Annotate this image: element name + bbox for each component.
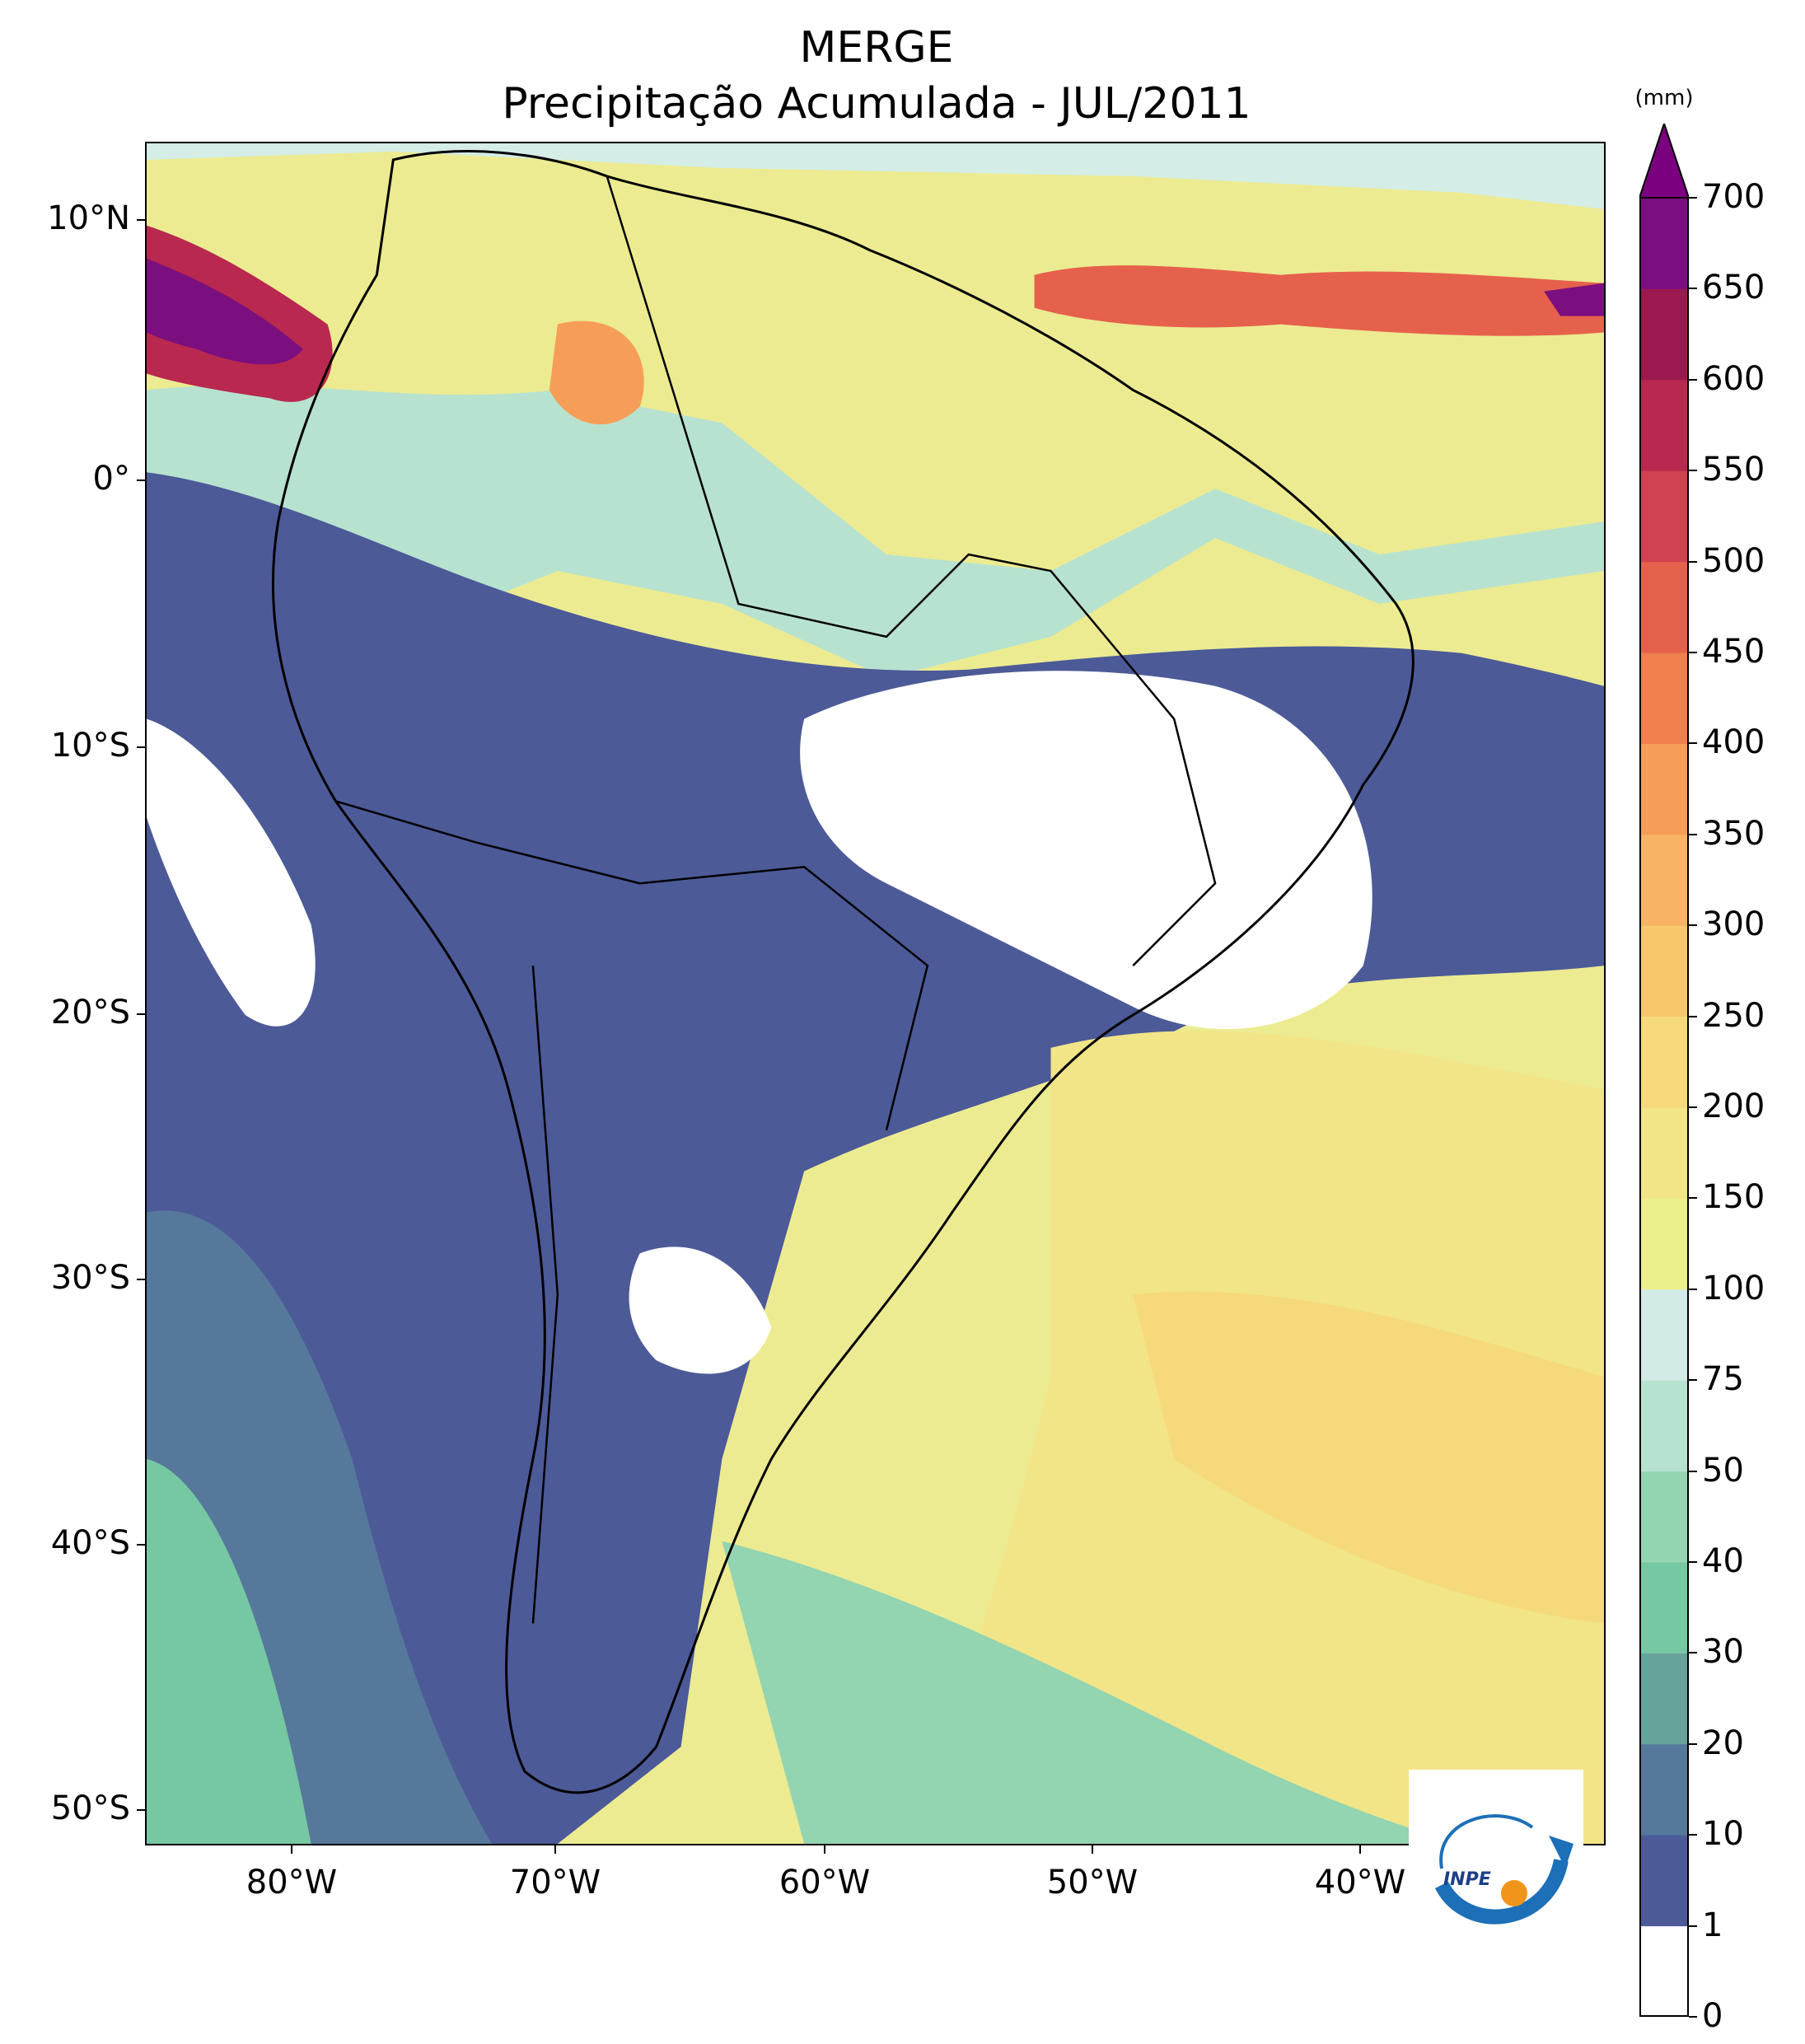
x-tick [554, 1845, 556, 1854]
colorbar-segment [1639, 1562, 1689, 1653]
x-tick-label: 80°W [245, 1864, 338, 1901]
colorbar-segment [1639, 925, 1689, 1017]
colorbar-segment [1639, 1743, 1689, 1836]
colorbar-label: 600 [1702, 359, 1765, 398]
colorbar-tick [1689, 197, 1697, 199]
colorbar-segment [1639, 1835, 1689, 1927]
colorbar-tick [1689, 1470, 1697, 1472]
y-tick [137, 1279, 145, 1280]
y-tick [137, 1013, 145, 1015]
colorbar-tick [1689, 1106, 1697, 1108]
x-tick-label: 50°W [1046, 1864, 1139, 1901]
colorbar-tick [1689, 1015, 1697, 1017]
colorbar-label: 250 [1702, 996, 1765, 1035]
x-tick-label: 70°W [509, 1864, 601, 1901]
colorbar-label: 500 [1702, 541, 1765, 580]
map-field [147, 143, 1604, 1844]
colorbar-extend-arrow [1639, 124, 1689, 199]
colorbar-frame [1639, 197, 1689, 2017]
x-tick [291, 1845, 292, 1854]
y-tick-label: 40°S [50, 1524, 130, 1562]
colorbar-tick [1689, 652, 1697, 653]
colorbar-unit: (mm) [1634, 86, 1694, 110]
y-tick [137, 479, 145, 481]
colorbar-tick [1689, 1197, 1697, 1200]
colorbar-label: 0 [1702, 1997, 1723, 2035]
logo-text: INPE [1443, 1869, 1491, 1890]
title-line-1: MERGE [799, 23, 954, 72]
colorbar-label: 40 [1702, 1542, 1744, 1580]
y-tick-label: 10°S [50, 727, 130, 765]
colorbar-label: 150 [1702, 1178, 1765, 1217]
y-tick [137, 746, 145, 748]
colorbar-label: 50 [1702, 1451, 1744, 1490]
y-tick-label: 0° [92, 460, 130, 498]
colorbar-label: 550 [1702, 451, 1765, 489]
colorbar-segment [1639, 1471, 1689, 1563]
colorbar-label: 350 [1702, 814, 1765, 853]
colorbar-label: 700 [1702, 178, 1765, 216]
y-tick [137, 219, 145, 221]
inpe-logo: INPE [1409, 1770, 1583, 1944]
colorbar-tick [1689, 1742, 1697, 1745]
colorbar-segment [1639, 1653, 1689, 1745]
colorbar-segment [1639, 1380, 1689, 1472]
y-tick [137, 1544, 145, 1546]
x-tick [1092, 1845, 1093, 1854]
colorbar-label: 30 [1702, 1633, 1744, 1672]
colorbar-segment [1639, 652, 1689, 744]
colorbar-tick [1689, 470, 1697, 472]
colorbar-segment [1639, 1198, 1689, 1290]
y-tick-label: 10°N [47, 199, 130, 237]
colorbar-segment [1639, 834, 1689, 926]
x-tick [1359, 1845, 1361, 1854]
colorbar-tick [1689, 1379, 1697, 1382]
colorbar-tick [1689, 288, 1697, 290]
colorbar-tick [1689, 833, 1697, 835]
colorbar-tick [1689, 1561, 1697, 1563]
colorbar-segment [1639, 379, 1689, 471]
colorbar-tick [1689, 1652, 1697, 1654]
x-tick-label: 60°W [779, 1864, 871, 1901]
colorbar-tick [1689, 1925, 1697, 1927]
colorbar-segment [1639, 743, 1689, 835]
colorbar-tick [1689, 2016, 1697, 2018]
colorbar-label: 300 [1702, 905, 1765, 944]
y-tick-label: 20°S [50, 994, 130, 1031]
y-tick-label: 50°S [50, 1789, 130, 1827]
colorbar-tick [1689, 1288, 1697, 1290]
colorbar-segment [1639, 470, 1689, 563]
colorbar-tick [1689, 378, 1697, 381]
colorbar-label: 75 [1702, 1360, 1744, 1399]
colorbar-segment [1639, 1107, 1689, 1199]
colorbar-tick [1689, 924, 1697, 927]
title-line-2: Precipitação Acumulada - JUL/2011 [502, 79, 1251, 129]
colorbar-tick [1689, 742, 1697, 745]
colorbar-label: 20 [1702, 1724, 1744, 1762]
colorbar-segment [1639, 561, 1689, 653]
x-tick-label: 40°W [1314, 1864, 1406, 1901]
x-tick [824, 1845, 825, 1854]
colorbar [1639, 124, 1689, 2018]
y-tick-label: 30°S [50, 1259, 130, 1297]
colorbar-segment [1639, 1925, 1689, 2018]
colorbar-label: 1 [1702, 1906, 1723, 1944]
colorbar-tick [1689, 560, 1697, 563]
colorbar-segment [1639, 288, 1689, 381]
colorbar-label: 100 [1702, 1269, 1765, 1307]
colorbar-label: 10 [1702, 1815, 1744, 1854]
colorbar-tick [1689, 1834, 1697, 1836]
colorbar-label: 400 [1702, 723, 1765, 762]
y-tick [137, 1809, 145, 1811]
colorbar-segment [1639, 1016, 1689, 1108]
colorbar-segment [1639, 198, 1689, 289]
colorbar-segment [1639, 1289, 1689, 1381]
colorbar-label: 200 [1702, 1087, 1765, 1125]
colorbar-label: 450 [1702, 633, 1765, 671]
colorbar-label: 650 [1702, 269, 1765, 307]
precipitation-map [145, 142, 1606, 1845]
